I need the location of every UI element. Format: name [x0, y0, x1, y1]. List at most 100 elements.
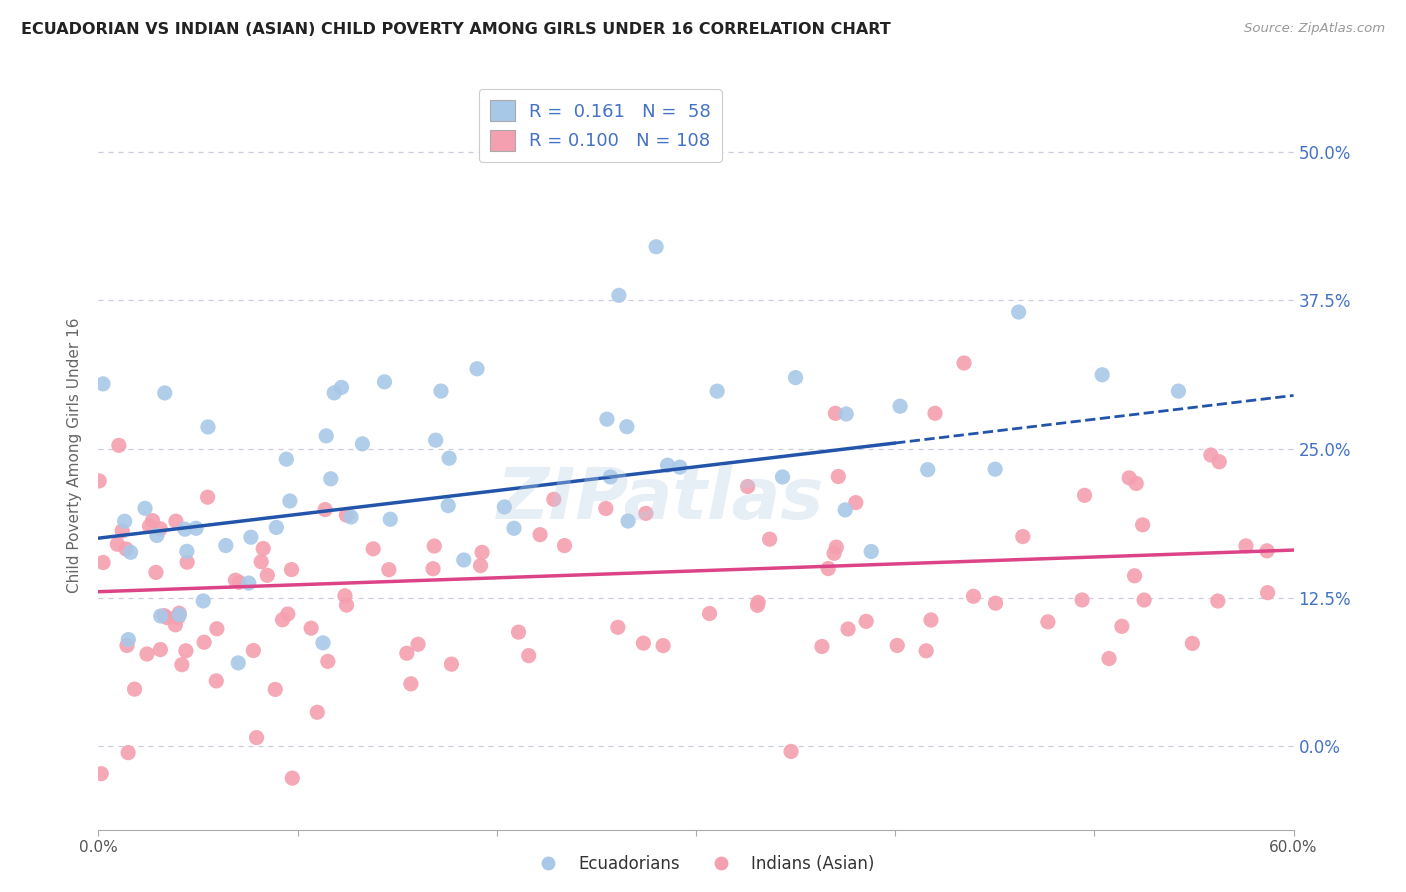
- Indians (Asian): [1125, 476, 1147, 491]
- Ecuadorians: [437, 451, 460, 466]
- Ecuadorians: [149, 609, 172, 624]
- Ecuadorians: [616, 419, 638, 434]
- Indians (Asian): [780, 744, 803, 758]
- Ecuadorians: [319, 472, 342, 486]
- Ecuadorians: [315, 429, 337, 443]
- Indians (Asian): [277, 607, 299, 621]
- Indians (Asian): [250, 555, 273, 569]
- Indians (Asian): [1036, 615, 1059, 629]
- Ecuadorians: [657, 458, 679, 473]
- Indians (Asian): [984, 596, 1007, 610]
- Ecuadorians: [706, 384, 728, 399]
- Ecuadorians: [503, 521, 526, 535]
- Indians (Asian): [156, 610, 179, 624]
- Indians (Asian): [167, 606, 190, 620]
- Indians (Asian): [153, 608, 176, 623]
- Indians (Asian): [115, 639, 138, 653]
- Indians (Asian): [335, 508, 357, 522]
- Indians (Asian): [1011, 530, 1033, 544]
- Indians (Asian): [406, 637, 429, 651]
- Indians (Asian): [825, 540, 848, 554]
- Indians (Asian): [361, 541, 384, 556]
- Ecuadorians: [785, 370, 807, 384]
- Indians (Asian): [440, 657, 463, 672]
- Indians (Asian): [422, 562, 444, 576]
- Legend: R =  0.161   N =  58, R = 0.100   N = 108: R = 0.161 N = 58, R = 0.100 N = 108: [479, 89, 721, 161]
- Y-axis label: Child Poverty Among Girls Under 16: Child Poverty Among Girls Under 16: [67, 318, 83, 592]
- Indians (Asian): [271, 613, 294, 627]
- Indians (Asian): [138, 519, 160, 533]
- Indians (Asian): [280, 563, 302, 577]
- Ecuadorians: [174, 522, 197, 536]
- Indians (Asian): [553, 539, 575, 553]
- Text: Source: ZipAtlas.com: Source: ZipAtlas.com: [1244, 22, 1385, 36]
- Indians (Asian): [224, 573, 246, 587]
- Ecuadorians: [352, 437, 374, 451]
- Indians (Asian): [508, 625, 530, 640]
- Ecuadorians: [860, 544, 883, 558]
- Indians (Asian): [924, 406, 946, 420]
- Indians (Asian): [423, 539, 446, 553]
- Ecuadorians: [669, 460, 692, 475]
- Indians (Asian): [245, 731, 267, 745]
- Ecuadorians: [596, 412, 619, 426]
- Ecuadorians: [1167, 384, 1189, 398]
- Ecuadorians: [984, 462, 1007, 476]
- Indians (Asian): [242, 643, 264, 657]
- Indians (Asian): [91, 556, 114, 570]
- Ecuadorians: [889, 399, 911, 413]
- Indians (Asian): [170, 657, 193, 672]
- Indians (Asian): [827, 469, 849, 483]
- Indians (Asian): [1073, 488, 1095, 502]
- Ecuadorians: [330, 380, 353, 394]
- Indians (Asian): [1234, 539, 1257, 553]
- Ecuadorians: [494, 500, 516, 514]
- Ecuadorians: [276, 452, 298, 467]
- Ecuadorians: [184, 521, 207, 535]
- Indians (Asian): [299, 621, 322, 635]
- Indians (Asian): [920, 613, 942, 627]
- Indians (Asian): [149, 642, 172, 657]
- Ecuadorians: [340, 510, 363, 524]
- Text: ECUADORIAN VS INDIAN (ASIAN) CHILD POVERTY AMONG GIRLS UNDER 16 CORRELATION CHAR: ECUADORIAN VS INDIAN (ASIAN) CHILD POVER…: [21, 22, 891, 37]
- Indians (Asian): [823, 546, 845, 560]
- Indians (Asian): [855, 615, 877, 629]
- Indians (Asian): [953, 356, 976, 370]
- Indians (Asian): [737, 479, 759, 493]
- Ecuadorians: [917, 463, 939, 477]
- Indians (Asian): [149, 522, 172, 536]
- Indians (Asian): [758, 532, 780, 546]
- Indians (Asian): [595, 501, 617, 516]
- Ecuadorians: [1007, 305, 1029, 319]
- Indians (Asian): [228, 575, 250, 590]
- Ecuadorians: [453, 553, 475, 567]
- Indians (Asian): [633, 636, 655, 650]
- Ecuadorians: [430, 384, 453, 398]
- Indians (Asian): [747, 599, 769, 613]
- Ecuadorians: [380, 512, 402, 526]
- Ecuadorians: [91, 376, 114, 391]
- Ecuadorians: [153, 385, 176, 400]
- Indians (Asian): [1118, 471, 1140, 485]
- Ecuadorians: [465, 361, 488, 376]
- Ecuadorians: [176, 544, 198, 558]
- Indians (Asian): [105, 537, 128, 551]
- Ecuadorians: [1091, 368, 1114, 382]
- Indians (Asian): [699, 607, 721, 621]
- Indians (Asian): [136, 647, 159, 661]
- Ecuadorians: [193, 594, 215, 608]
- Indians (Asian): [517, 648, 540, 663]
- Ecuadorians: [323, 385, 346, 400]
- Legend: Ecuadorians, Indians (Asian): Ecuadorians, Indians (Asian): [524, 848, 882, 880]
- Indians (Asian): [837, 622, 859, 636]
- Ecuadorians: [238, 576, 260, 591]
- Indians (Asian): [174, 644, 197, 658]
- Ecuadorians: [772, 470, 794, 484]
- Ecuadorians: [266, 520, 288, 534]
- Indians (Asian): [543, 492, 565, 507]
- Indians (Asian): [1071, 593, 1094, 607]
- Indians (Asian): [316, 654, 339, 668]
- Indians (Asian): [1256, 544, 1278, 558]
- Indians (Asian): [817, 561, 839, 575]
- Ecuadorians: [834, 503, 856, 517]
